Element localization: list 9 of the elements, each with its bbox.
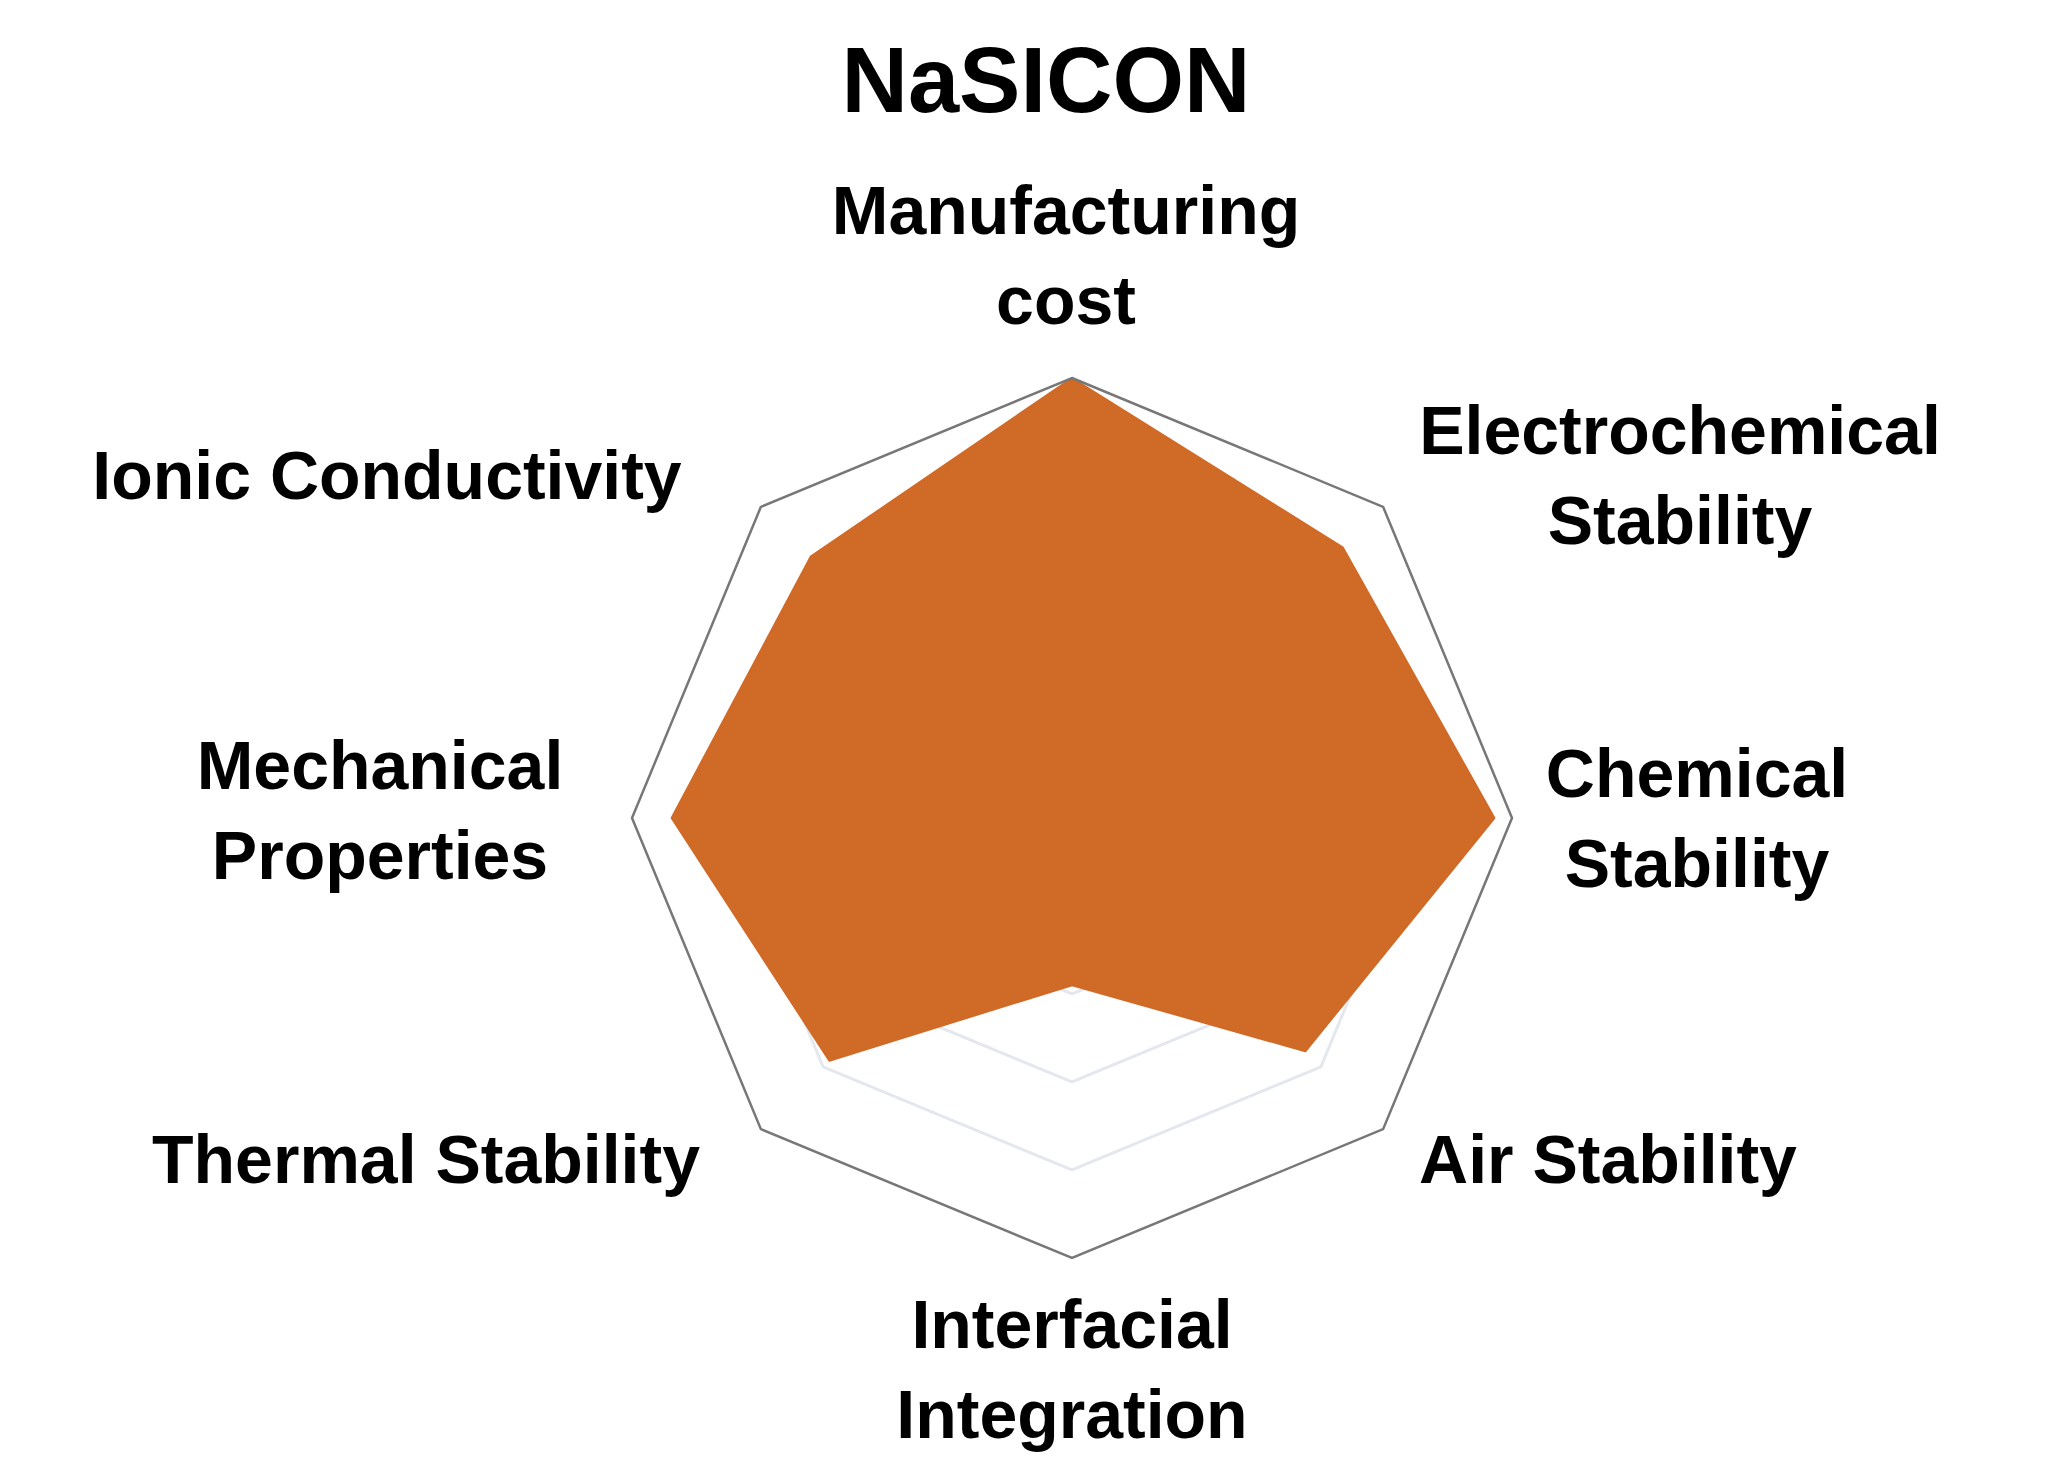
spoke-label: Interfacial Integration [896, 1285, 1248, 1452]
spoke-label: Electrochemical Stability [1419, 391, 1941, 558]
chart-title: NaSICON [841, 29, 1251, 132]
spoke-label: Air Stability [1419, 1120, 1798, 1197]
spoke-label: Manufacturing cost [831, 171, 1301, 338]
spoke-label: Ionic Conductivity [92, 436, 682, 513]
spoke-label: Chemical Stability [1545, 734, 1849, 901]
spoke-label: Mechanical Properties [196, 726, 564, 893]
spoke-label: Thermal Stability [152, 1120, 701, 1197]
